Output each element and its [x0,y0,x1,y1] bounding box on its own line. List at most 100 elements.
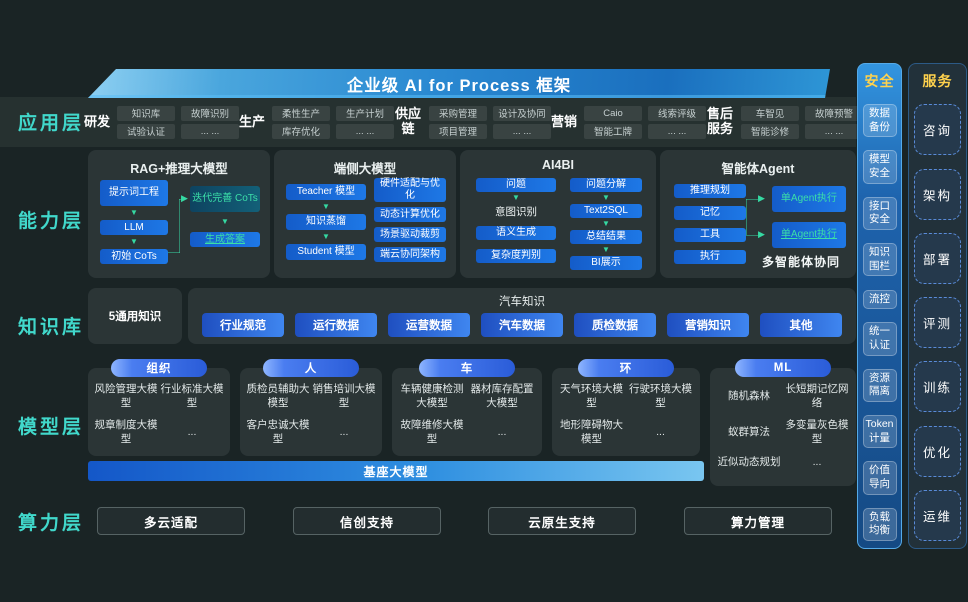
model-item: 行驶环境大模型 [629,383,692,409]
arrow-right-icon: ▶ [758,193,765,203]
model-item: 车辆健康检测大模型 [400,383,464,409]
app-group-rd: 研发 知识库 故障识别 试验认证 ... ... [84,105,240,139]
model-group-people: 人 质检员辅助大模型 销售培训大模型 客户忠诚大模型 ... [240,359,382,456]
cap-box-title: RAG+推理大模型 [130,162,228,176]
knowledge-pill: 运行数据 [295,313,377,337]
app-item: 试验认证 [117,123,176,139]
flow-step: 初始 CoTs [100,249,168,264]
arrow-down-icon: ▼ [130,208,138,217]
cap-box-agent: 智能体Agent 推理规划 记忆 工具 执行 ▶ ▶ 单Agent执行 单Age… [660,150,856,278]
cap-box-ai4bi: AI4BI 问题 ▼ 意图识别 语义生成 复杂度判别 问题分解 ▼ Text2S… [460,150,656,278]
connector-line [746,235,758,236]
model-group-vehicle: 车 车辆健康检测大模型 器材库存配置大模型 故障维修大模型 ... [392,359,542,456]
security-item: Token计量 [862,414,897,449]
flow-step: 问题 [476,178,556,192]
application-layer-band [0,97,856,147]
page-title: 企业级 AI for Process 框架 [346,76,572,95]
app-group-production: 生产 柔性生产 生产计划 库存优化 ... ... [239,105,395,139]
arrow-down-icon: ▼ [322,202,330,211]
security-panel: 安全 数据备份 模型安全 接口安全 知识围栏 流控 统一认证 资源隔离 Toke… [857,63,902,549]
model-item: ... [497,426,507,439]
app-item: Caio [584,105,643,121]
arrow-down-icon: ▼ [602,219,610,228]
flow-step: BI展示 [570,256,642,270]
flow-step: Teacher 模型 [286,184,366,200]
model-item: 长短期记忆网络 [785,383,849,409]
model-item: 天气环境大模型 [560,383,623,409]
layer-label-application: 应用层 [18,113,85,134]
application-row: 研发 知识库 故障识别 试验认证 ... ... 生产 柔性生产 生产计划 库存… [84,100,864,144]
model-group-pill: 车 [419,359,515,377]
security-item: 接口安全 [862,196,897,231]
app-item: 故障预警 [805,105,864,121]
flow-step: 迭代完善 CoTs [190,186,260,212]
agent-component: 执行 [674,250,746,264]
app-item: 智能工牌 [584,123,643,139]
model-item: ... [187,426,197,439]
app-item: 设计及协同 [493,105,552,121]
layer-label-knowledge: 知识库 [18,317,85,338]
app-item: 柔性生产 [272,105,331,121]
arrow-down-icon: ▼ [322,232,330,241]
model-item: 销售培训大模型 [312,383,376,409]
app-group-name: 营销 [551,113,578,129]
app-item: 知识库 [117,105,176,121]
service-item: 部署 [914,232,961,284]
model-item: 规章制度大模型 [94,419,158,445]
security-item: 统一认证 [862,322,897,356]
security-item: 价值导向 [862,461,897,495]
app-item: ... ... [336,123,395,139]
agent-exec-box: 单Agent执行 [772,222,846,248]
base-model-bar: 基座大模型 [88,461,704,481]
model-item: 多变量灰色模型 [785,419,849,445]
layer-label-model: 模型层 [18,417,85,438]
knowledge-auto-box: 汽车知识 行业规范 运行数据 运营数据 汽车数据 质检数据 营销知识 其他 [188,288,856,344]
app-item: 故障识别 [181,105,240,121]
knowledge-pill: 质检数据 [574,313,656,337]
flow-step: LLM [100,220,168,235]
arrow-right-icon: ▶ [758,229,765,239]
model-item: 随机森林 [728,389,770,402]
app-item: ... ... [805,123,864,139]
arrow-down-icon: ▼ [602,193,610,202]
flow-step: 语义生成 [476,226,556,240]
app-item: 线索评级 [648,105,707,121]
services-panel: 服务 咨询 架构 部署 评测 训练 优化 运维 [908,63,967,549]
flow-step: 问题分解 [570,178,642,192]
connector-line [746,199,747,235]
arrow-down-icon: ▼ [512,193,520,202]
agent-component: 工具 [674,228,746,242]
app-item: 车智见 [741,105,800,121]
agent-component: 记忆 [674,206,746,220]
service-item: 评测 [914,297,961,349]
model-item: 蚁群算法 [728,426,770,439]
compute-item-multicloud: 多云适配 [97,507,245,535]
service-item: 咨询 [914,104,961,156]
service-item: 运维 [914,489,961,541]
flow-step: Student 模型 [286,244,366,260]
agent-component: 推理规划 [674,184,746,198]
connector-line [179,199,185,200]
list-item: 端云协同架构 [374,247,446,262]
connector-line [179,199,180,253]
service-item: 优化 [914,425,961,477]
compute-item-management: 算力管理 [684,507,832,535]
connector-line [746,199,758,200]
app-group-name: 供应链 [395,106,422,136]
service-item: 训练 [914,361,961,413]
cap-box-title: AI4BI [542,158,574,172]
app-group-supply-chain: 供应链 采购管理 设计及协同 项目管理 ... ... [394,105,552,139]
model-item: ... [656,426,665,439]
model-item: 器材库存配置大模型 [470,383,534,409]
app-group-name: 售后服务 [707,106,734,136]
security-item: 资源隔离 [862,368,897,402]
cap-box-title: 端侧大模型 [333,162,397,176]
list-item: 场景驱动裁剪 [374,227,446,242]
model-item: 客户忠诚大模型 [246,419,310,445]
layer-label-compute: 算力层 [18,513,85,534]
flow-step: Text2SQL [570,204,642,218]
flow-step: 提示词工程 [100,180,168,206]
model-group-pill: 组织 [111,359,207,377]
model-group-pill: 环 [578,359,674,377]
